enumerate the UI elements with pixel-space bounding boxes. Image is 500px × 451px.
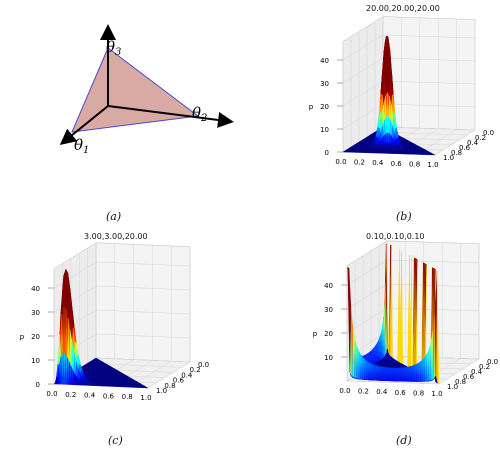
x-axis: 0.0 0.2 0.4 0.6 0.8 1.0 xyxy=(339,387,442,398)
y-tick-label: 0.8 xyxy=(451,149,462,157)
y-tick-label: 0.4 xyxy=(471,368,483,376)
y-tick-label: 0.6 xyxy=(173,377,185,385)
simplex-diagram: θ3 θ2 θ1 xyxy=(59,24,234,156)
y-tick-label: 1.0 xyxy=(443,154,454,162)
caption-d: (d) xyxy=(396,434,412,447)
surface xyxy=(53,269,149,389)
z-axis: 10 20 30 40 p xyxy=(313,282,347,362)
x-tick-label: 0.8 xyxy=(409,160,420,168)
panel-c: 3.00,3.00,20.00 0 10 20 30 40 p 0.0 0.2 0.4 0.6 0.… xyxy=(0,226,250,451)
x-tick-label: 0.2 xyxy=(65,391,76,399)
y-axis: 0.00.20.40.60.81.0 xyxy=(443,129,494,162)
z-axis: 0 10 20 30 40 p xyxy=(309,57,343,157)
z-axis: 0 10 20 30 40 p xyxy=(20,285,54,389)
x-tick-label: 0.6 xyxy=(395,389,407,397)
x-tick-label: 1.0 xyxy=(140,394,151,402)
z-tick-label: 40 xyxy=(320,57,329,65)
x-tick-label: 0.2 xyxy=(358,388,369,396)
z-tick-label: 20 xyxy=(324,330,333,338)
x-tick-label: 0.6 xyxy=(103,392,115,400)
chart-title-b: 20.00,20.00,20.00 xyxy=(366,4,440,13)
x-tick-label: 0.8 xyxy=(413,389,424,397)
z-tick-label: 10 xyxy=(320,126,329,134)
x-tick-label: 1.0 xyxy=(427,161,438,169)
z-tick-label: 0 xyxy=(325,149,329,157)
z-tick-label: 20 xyxy=(31,333,40,341)
back-pane xyxy=(382,16,476,131)
y-tick-label: 0.0 xyxy=(483,129,494,137)
z-tick-label: 30 xyxy=(320,80,329,88)
chart-title-c: 3.00,3.00,20.00 xyxy=(84,232,148,241)
z-axis-label: p xyxy=(20,333,25,341)
x-tick-label: 0.6 xyxy=(391,160,403,168)
z-tick-label: 40 xyxy=(31,285,40,293)
y-tick-label: 0.6 xyxy=(459,144,471,152)
panel-d: 0.10,0.10,0.10 10 20 30 40 p 0.0 0.2 0.4 0.6 0.8 1… xyxy=(250,226,500,451)
x-tick-label: 0.0 xyxy=(335,158,346,166)
z-tick-label: 20 xyxy=(320,103,329,111)
y-tick-label: 1.0 xyxy=(156,387,167,395)
y-tick-label: 0.0 xyxy=(198,361,209,369)
y-tick-label: 0.2 xyxy=(475,134,486,142)
x-axis: 0.0 0.2 0.4 0.6 0.8 1.0 xyxy=(46,390,151,402)
simplex-face xyxy=(71,47,200,133)
y-tick-label: 0.8 xyxy=(164,382,175,390)
chart-title-d: 0.10,0.10,0.10 xyxy=(366,232,425,241)
axis-theta1 xyxy=(59,105,109,146)
x-tick-label: 0.0 xyxy=(339,387,350,395)
y-tick-label: 0.0 xyxy=(487,358,498,366)
surface xyxy=(346,243,440,385)
x-tick-label: 0.2 xyxy=(354,159,365,167)
y-tick-label: 0.2 xyxy=(479,363,490,371)
label-theta1: θ1 xyxy=(74,136,89,156)
panel-a: θ3 θ2 θ1 (a) xyxy=(0,0,250,225)
caption-a: (a) xyxy=(106,210,122,223)
y-tick-label: 0.2 xyxy=(190,366,201,374)
z-tick-label: 30 xyxy=(324,306,333,314)
x-tick-label: 0.0 xyxy=(46,390,57,398)
y-axis: 0.00.20.40.60.81.0 xyxy=(156,361,209,395)
label-theta2: θ2 xyxy=(192,104,207,124)
z-tick-label: 10 xyxy=(31,357,40,365)
y-axis: 0.00.20.40.60.81.0 xyxy=(447,358,498,391)
y-tick-label: 0.4 xyxy=(467,139,479,147)
x-tick-label: 0.4 xyxy=(376,388,388,396)
axis-theta2 xyxy=(107,105,234,128)
z-tick-label: 30 xyxy=(31,309,40,317)
z-axis-label: p xyxy=(309,103,314,111)
label-theta3: θ3 xyxy=(106,38,121,58)
y-tick-label: 0.8 xyxy=(455,378,466,386)
x-tick-label: 0.4 xyxy=(372,159,384,167)
x-axis: 0.0 0.2 0.4 0.6 0.8 1.0 xyxy=(335,158,438,169)
y-tick-label: 0.6 xyxy=(463,373,475,381)
x-tick-label: 0.8 xyxy=(122,393,133,401)
y-tick-label: 1.0 xyxy=(447,383,458,391)
z-tick-label: 10 xyxy=(324,354,333,362)
back-pane xyxy=(95,242,191,363)
x-tick-label: 1.0 xyxy=(431,390,442,398)
caption-c: (c) xyxy=(108,434,123,447)
panel-b: 20.00,20.00,20.00 0 10 20 30 40 p 0.0 0.2 0.4 0.6… xyxy=(250,0,500,225)
surface xyxy=(342,35,436,156)
y-tick-label: 0.4 xyxy=(181,371,193,379)
z-tick-label: 0 xyxy=(36,381,40,389)
caption-b: (b) xyxy=(396,210,412,223)
x-tick-label: 0.4 xyxy=(84,392,96,400)
z-tick-label: 40 xyxy=(324,282,333,290)
z-axis-label: p xyxy=(313,330,318,338)
